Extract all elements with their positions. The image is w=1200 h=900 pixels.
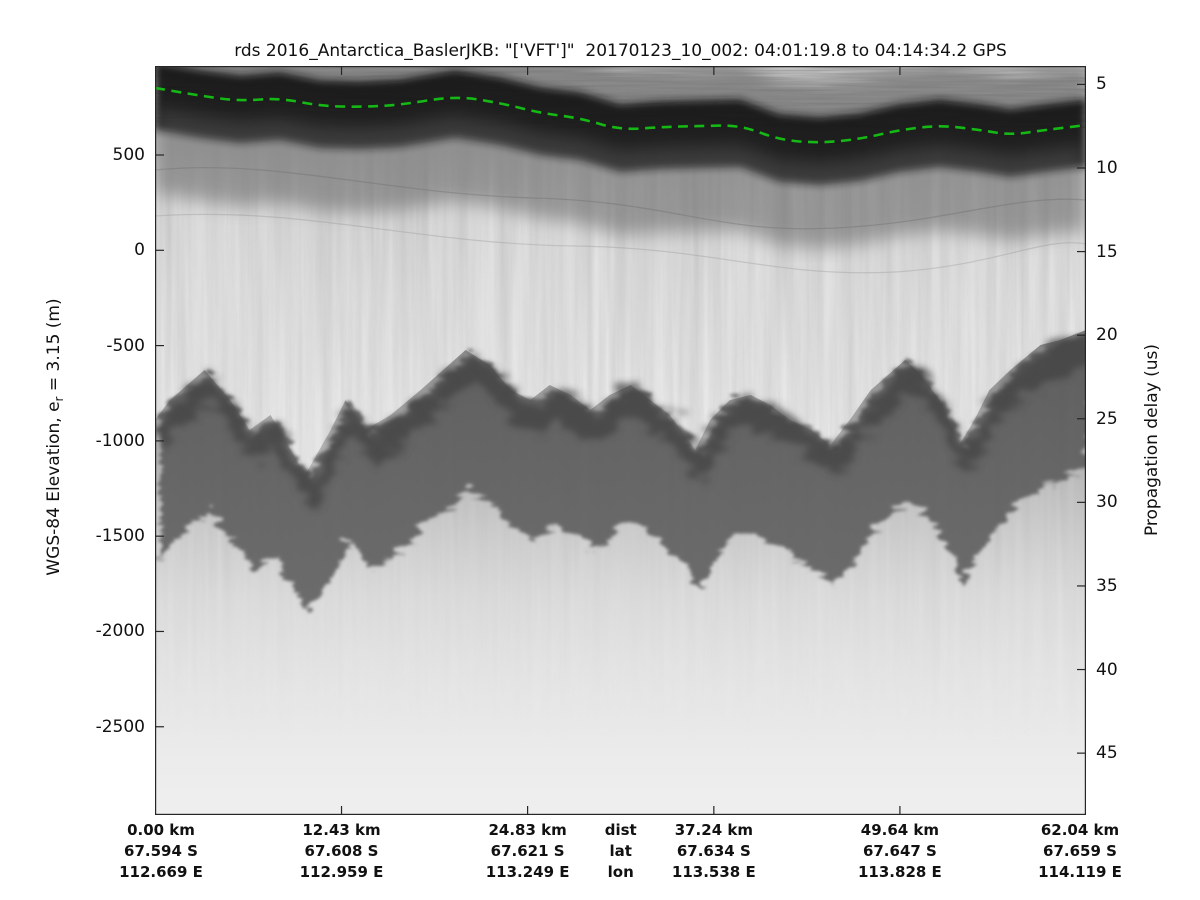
y-tick-label-right: 40 — [1096, 659, 1118, 680]
x-axis-row-label: dist — [604, 821, 637, 839]
x-axis-row-label: lon — [607, 863, 634, 881]
x-axis-value-lon: 114.119 E — [1038, 863, 1122, 881]
x-axis-column: 0.00 km 67.594 S 112.669 E — [86, 820, 236, 883]
x-axis-value-lon: 113.828 E — [858, 863, 942, 881]
x-axis-value-dist: 0.00 km — [127, 821, 195, 839]
surface-dark-band — [155, 66, 1086, 185]
x-axis-column: 24.83 km 67.621 S 113.249 E — [453, 820, 603, 883]
x-axis-value-lon: 112.669 E — [119, 863, 203, 881]
x-axis-value-dist: 24.83 km — [488, 821, 567, 839]
x-axis-value-lon: 112.959 E — [299, 863, 384, 881]
x-axis-value-lon: 113.249 E — [485, 863, 570, 881]
x-axis-value-dist: 12.43 km — [302, 821, 381, 839]
x-axis-value-lat: 67.608 S — [304, 842, 379, 860]
bed-interface-line — [155, 328, 1086, 501]
y-tick-label-right: 10 — [1096, 157, 1118, 178]
x-axis-row-labels: dist lat lon — [546, 820, 696, 883]
y-tick-label-left: -1500 — [95, 526, 145, 547]
x-axis-value-lat: 67.634 S — [676, 842, 751, 860]
x-axis-column: 37.24 km 67.634 S 113.538 E — [639, 820, 789, 883]
x-axis-value-lat: 67.594 S — [124, 842, 198, 860]
y-axis-label-right: Propagation delay (us) — [1142, 343, 1162, 537]
y-tick-label-right: 45 — [1096, 743, 1118, 764]
y-axis-label-left: WGS-84 Elevation, er = 3.15 (m) — [44, 298, 66, 575]
x-axis-value-dist: 37.24 km — [674, 821, 753, 839]
axis-tick-marks — [155, 66, 1086, 815]
x-axis-column: 62.04 km 67.659 S 114.119 E — [1005, 820, 1155, 883]
plot-frame — [155, 66, 1086, 815]
y-tick-label-left: 500 — [112, 145, 145, 165]
y-tick-label-left: -2500 — [95, 716, 145, 737]
x-axis-row-label: lat — [609, 842, 632, 860]
radargram-canvas — [155, 66, 1086, 815]
y-tick-label-right: 35 — [1096, 575, 1118, 596]
surface-fade-band — [155, 107, 1086, 249]
y-axis-label-left-pre: WGS-84 Elevation, e — [43, 401, 64, 576]
x-axis-value-lat: 67.621 S — [490, 842, 565, 860]
y-axis-label-left-sub: r — [52, 396, 67, 402]
y-tick-label-right: 20 — [1096, 325, 1118, 346]
surface-pick-line — [155, 86, 1086, 144]
y-tick-label-right: 25 — [1096, 408, 1118, 429]
y-tick-label-right: 5 — [1096, 74, 1107, 95]
x-axis-value-dist: 49.64 km — [860, 821, 940, 839]
y-tick-label-right: 15 — [1096, 241, 1118, 262]
x-axis-value-lon: 113.538 E — [671, 863, 756, 881]
y-axis-label-left-post: = 3.15 (m) — [43, 298, 64, 397]
y-tick-label-left: -500 — [106, 335, 145, 356]
x-axis-column: 12.43 km 67.608 S 112.959 E — [267, 820, 417, 883]
y-tick-label-left: -1000 — [95, 430, 145, 451]
y-tick-label-left: -2000 — [95, 621, 145, 642]
x-axis-value-dist: 62.04 km — [1040, 821, 1120, 839]
x-axis-column: 49.64 km 67.647 S 113.828 E — [825, 820, 975, 883]
x-axis-value-lat: 67.659 S — [1043, 842, 1117, 860]
bed-echo-core — [155, 328, 1086, 610]
x-axis-value-lat: 67.647 S — [862, 842, 937, 860]
internal-layer-line-2 — [155, 213, 1086, 274]
plot-title: rds 2016_Antarctica_BaslerJKB: "['VFT']"… — [234, 41, 1007, 61]
y-tick-label-right: 30 — [1096, 492, 1118, 513]
y-tick-label-left: 0 — [134, 240, 145, 261]
